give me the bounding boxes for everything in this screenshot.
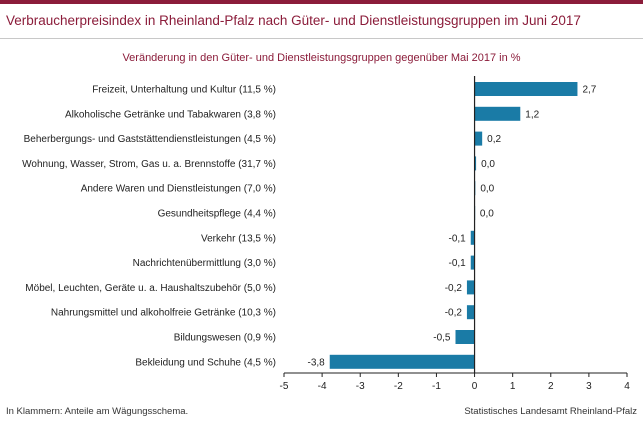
source-note: Statistisches Landesamt Rheinland-Pfalz <box>464 406 637 417</box>
bar <box>474 82 578 96</box>
value-label: 0,0 <box>481 159 495 170</box>
value-label: -0,5 <box>433 333 451 344</box>
x-tick-label: 2 <box>548 381 554 392</box>
bar <box>474 106 521 121</box>
value-label: -3,8 <box>307 357 325 368</box>
category-label: Bekleidung und Schuhe (4,5 %) <box>135 357 276 368</box>
x-tick-label: -1 <box>432 381 441 392</box>
x-tick-label: -2 <box>394 381 403 392</box>
bar <box>466 280 475 295</box>
category-label: Wohnung, Wasser, Strom, Gas u. a. Brenns… <box>22 159 276 170</box>
value-label: 0,2 <box>487 134 501 145</box>
x-tick-label: 1 <box>510 381 516 392</box>
value-label: -0,2 <box>445 308 463 319</box>
bar <box>466 305 475 320</box>
bar <box>455 330 475 344</box>
category-label: Alkoholische Getränke und Tabakwaren (3,… <box>65 109 276 120</box>
x-tick-label: -4 <box>318 381 327 392</box>
title-divider <box>0 38 643 39</box>
bar <box>470 255 475 270</box>
value-label: -0,1 <box>449 233 467 244</box>
value-label: 2,7 <box>582 85 596 96</box>
footnote: In Klammern: Anteile am Wägungsschema. <box>6 406 189 417</box>
category-label: Möbel, Leuchten, Geräte u. a. Haushaltsz… <box>25 283 276 294</box>
value-label: 1,2 <box>525 109 539 120</box>
category-label: Beherbergungs- und Gaststättendienstleis… <box>24 134 276 145</box>
bar <box>470 230 475 245</box>
x-tick-label: -5 <box>280 381 289 392</box>
category-label: Andere Waren und Dienstleistungen (7,0 %… <box>81 184 276 195</box>
x-tick-label: 0 <box>472 381 478 392</box>
chart-subtitle: Veränderung in den Güter- und Dienstleis… <box>122 52 521 64</box>
x-tick-label: 4 <box>624 381 630 392</box>
value-label: -0,1 <box>449 258 467 269</box>
category-label: Freizeit, Unterhaltung und Kultur (11,5 … <box>92 85 276 96</box>
chart-title: Verbraucherpreisindex in Rheinland-Pfalz… <box>6 13 581 28</box>
value-label: 0,0 <box>480 209 494 220</box>
bar <box>329 354 475 369</box>
bar <box>474 131 483 146</box>
category-label: Nachrichtenübermittlung (3,0 %) <box>133 258 276 269</box>
category-label: Bildungswesen (0,9 %) <box>174 333 276 344</box>
value-label: -0,2 <box>445 283 463 294</box>
category-label: Gesundheitspflege (4,4 %) <box>158 209 276 220</box>
value-label: 0,0 <box>480 184 494 195</box>
x-tick-label: 3 <box>586 381 592 392</box>
bar <box>474 156 477 171</box>
category-label: Verkehr (13,5 %) <box>201 233 276 244</box>
top-accent-bar <box>0 0 643 4</box>
category-label: Nahrungsmittel und alkoholfreie Getränke… <box>51 308 276 319</box>
x-tick-label: -3 <box>356 381 365 392</box>
